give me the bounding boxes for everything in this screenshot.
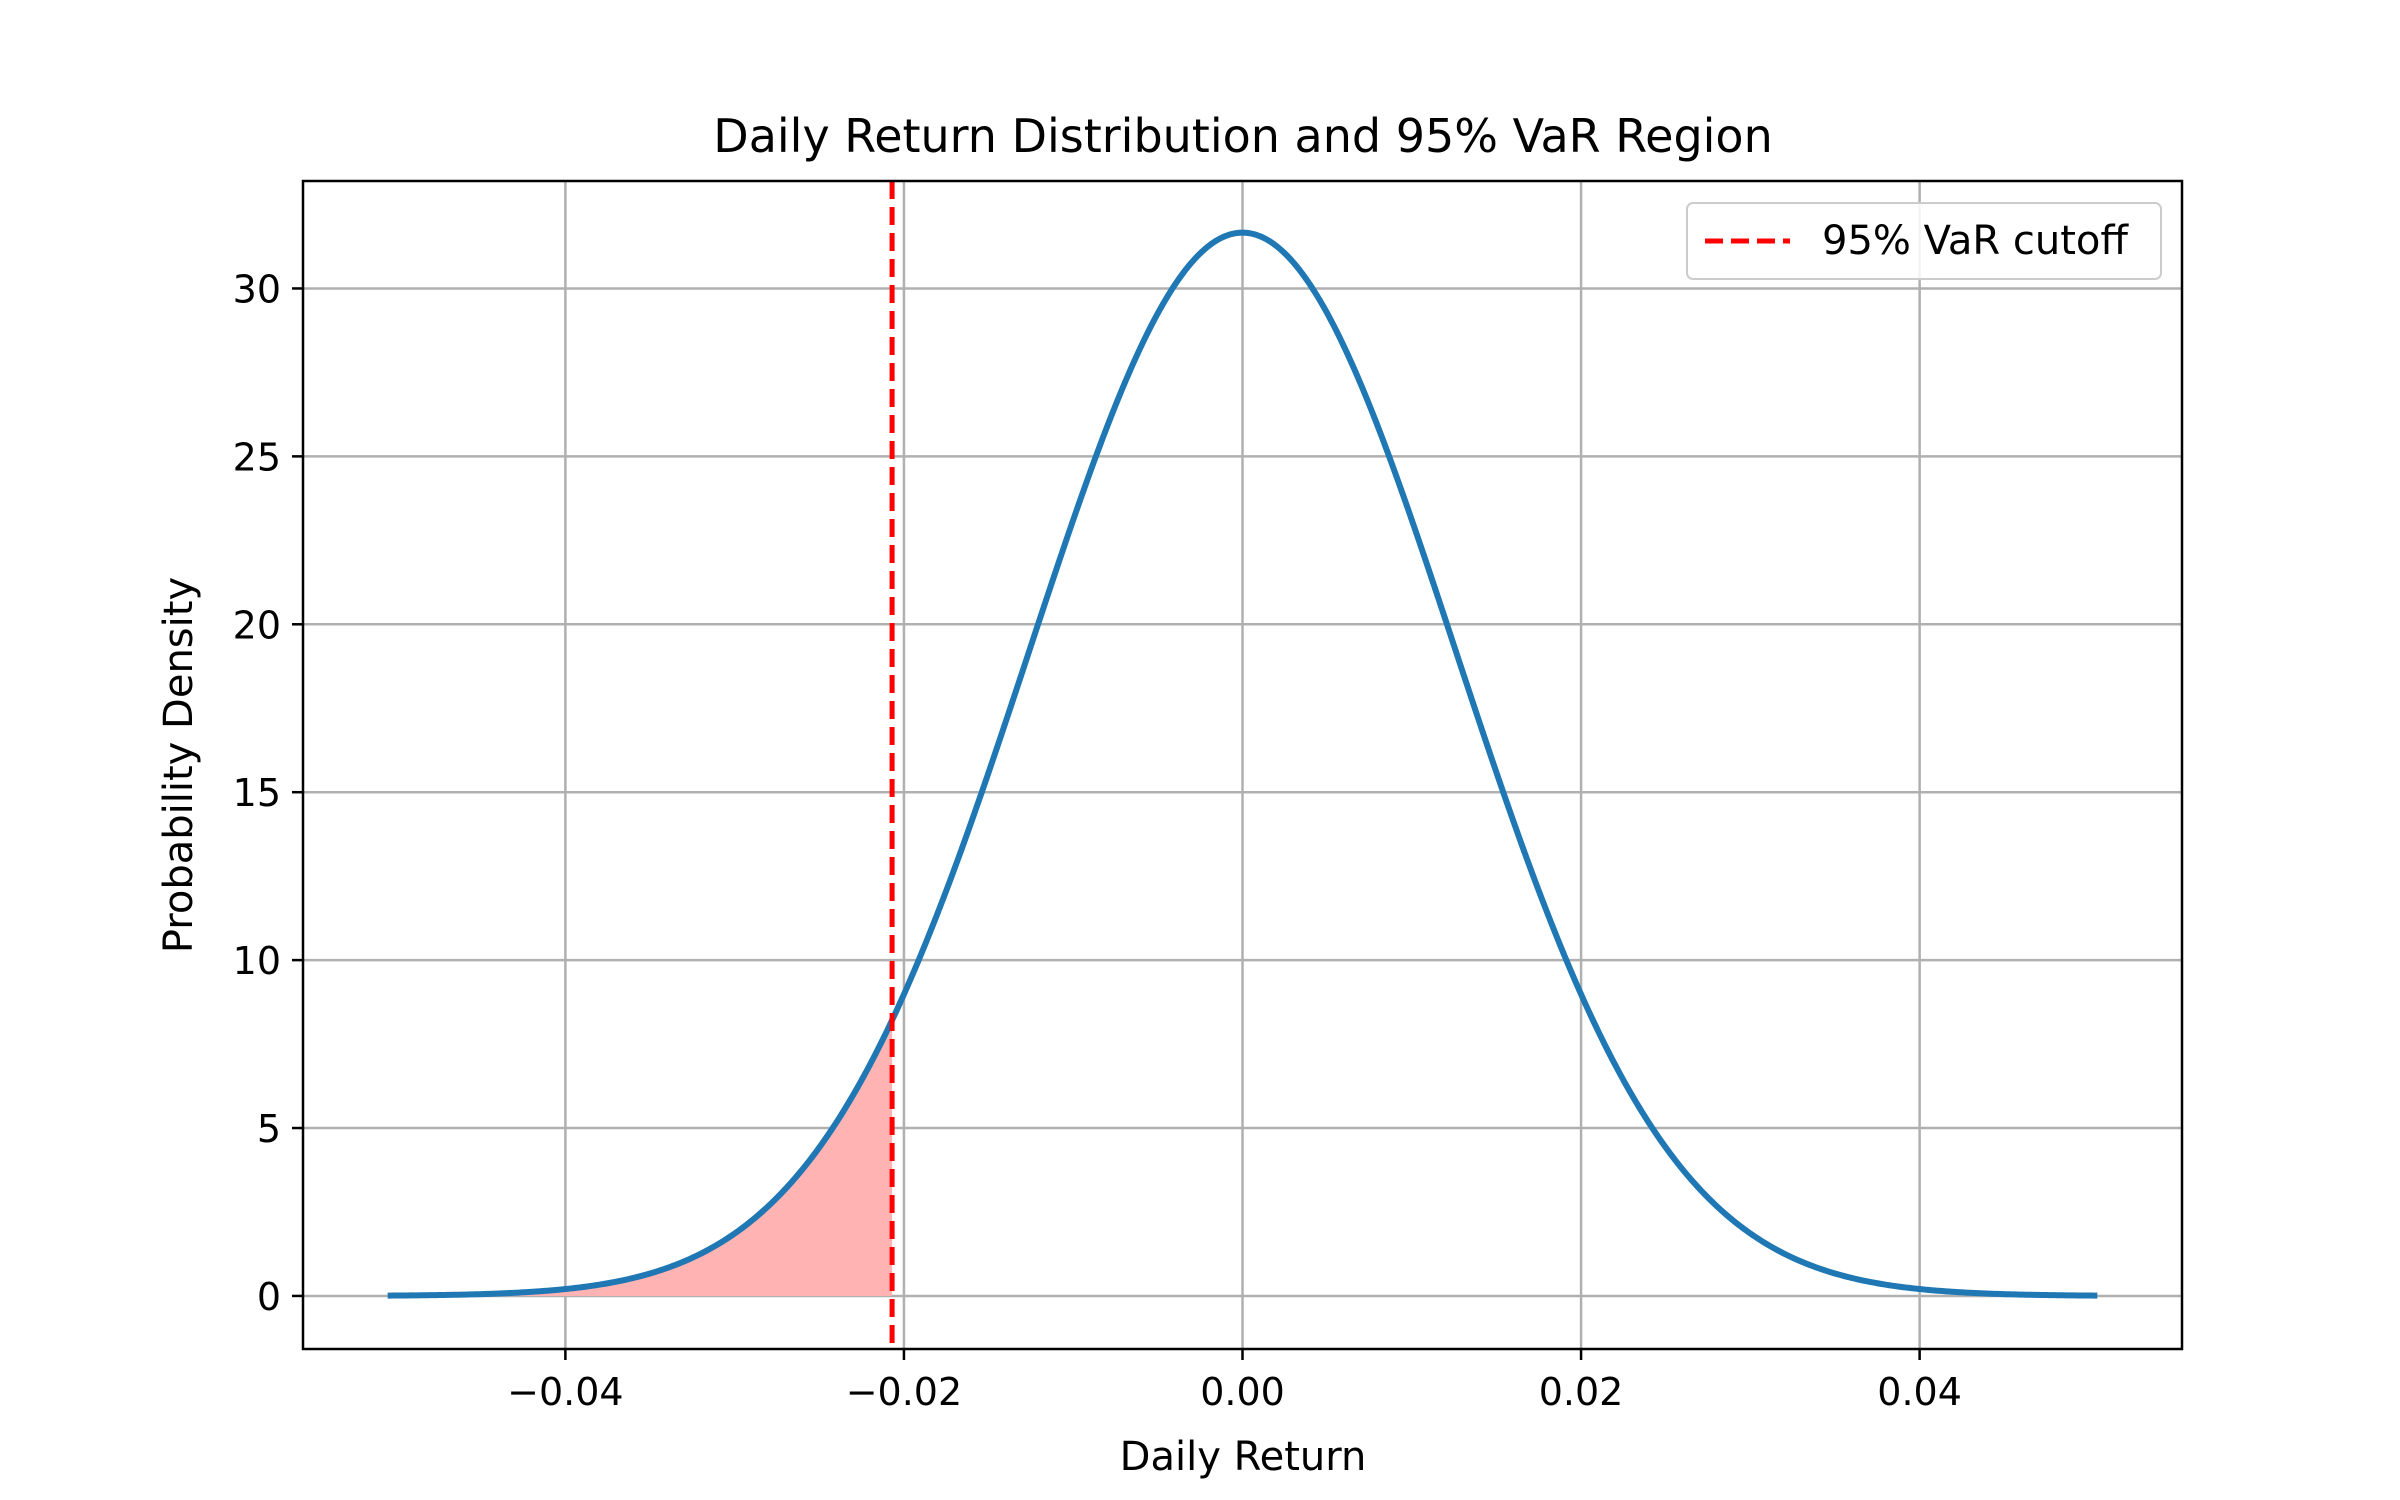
y-tick-label: 5 <box>257 1107 281 1151</box>
x-tick-label: −0.04 <box>507 1370 623 1414</box>
y-tick-label: 10 <box>233 939 281 983</box>
legend-label-var-cutoff: 95% VaR cutoff <box>1822 218 2129 264</box>
y-tick-label: 30 <box>233 267 281 311</box>
grid-layer <box>303 181 2182 1349</box>
x-axis-label: Daily Return <box>1120 1434 1367 1480</box>
y-tick-label: 20 <box>233 603 281 647</box>
y-tick-label: 0 <box>257 1275 281 1319</box>
legend: 95% VaR cutoff <box>1686 202 2162 280</box>
var-tail-region <box>387 1020 893 1296</box>
y-tick-label: 25 <box>233 435 281 479</box>
x-tick-label: −0.02 <box>846 1370 962 1414</box>
chart-title: Daily Return Distribution and 95% VaR Re… <box>713 109 1772 163</box>
y-axis-label: Probability Density <box>156 577 202 953</box>
y-tick-label: 15 <box>233 771 281 815</box>
legend-box <box>1686 202 2162 280</box>
x-tick-label: 0.04 <box>1877 1370 1962 1414</box>
series-layer <box>387 229 2098 1299</box>
x-tick-label: 0.02 <box>1539 1370 1624 1414</box>
y-axis-ticks: 0 5 10 15 20 25 30 <box>233 267 303 1319</box>
var-region-layer <box>387 1020 893 1296</box>
x-axis-ticks: −0.04 −0.02 0.00 0.02 0.04 <box>507 1349 1962 1414</box>
density-curve <box>387 229 2098 1299</box>
x-tick-label: 0.00 <box>1200 1370 1285 1414</box>
